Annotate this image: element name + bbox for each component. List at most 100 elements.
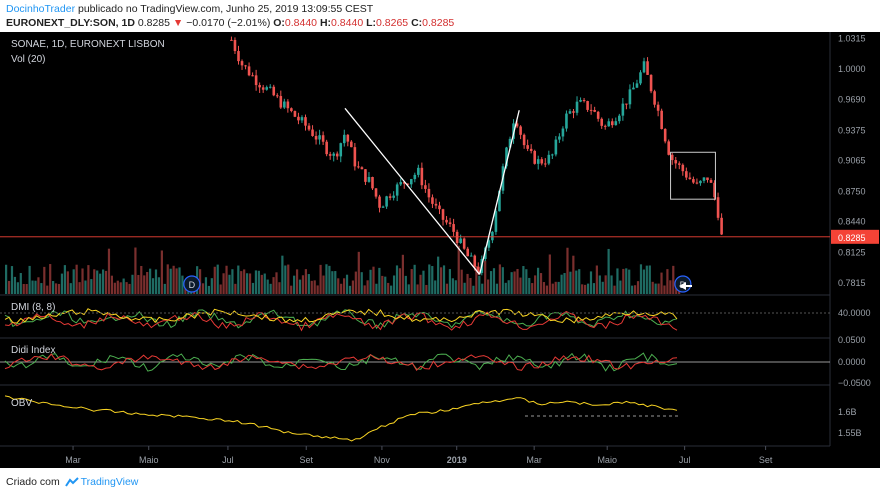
x-tick-label: Maio <box>139 455 159 465</box>
volume-bar <box>484 260 487 294</box>
candle-body <box>254 75 258 86</box>
candle-body <box>579 100 582 102</box>
candle-body <box>547 154 551 164</box>
volume-bar <box>43 266 46 294</box>
didi-tick-label: −0.0500 <box>838 378 871 388</box>
volume-bar <box>72 269 75 294</box>
volume-bar <box>501 267 504 294</box>
volume-bar <box>210 278 213 294</box>
volume-bar <box>137 274 140 294</box>
volume-bar <box>660 272 663 294</box>
candle-body <box>314 135 318 140</box>
volume-bar <box>390 285 393 294</box>
footer-brand-link[interactable]: TradingView <box>80 476 139 488</box>
header-bar: DocinhoTrader publicado no TradingView.c… <box>0 0 880 32</box>
volume-bar <box>254 270 258 294</box>
volume-bar <box>622 268 625 294</box>
volume-bar <box>460 269 463 294</box>
candle-body <box>568 111 572 114</box>
author-link[interactable]: DocinhoTrader <box>6 3 76 15</box>
volume-bar <box>69 283 72 294</box>
volume-bar <box>304 269 307 294</box>
candle-body <box>406 183 410 185</box>
volume-bar <box>534 275 537 294</box>
candle-body <box>515 123 519 127</box>
candle-body <box>649 74 653 92</box>
volume-bar <box>16 282 19 294</box>
candle-body <box>653 91 656 105</box>
volume-bar <box>442 265 446 294</box>
didi-slow-line <box>4 353 678 371</box>
volume-bar <box>410 269 413 294</box>
volume-bar <box>63 265 66 294</box>
volume-bar <box>84 280 87 294</box>
volume-bar <box>143 275 146 294</box>
candle-body <box>381 206 385 208</box>
volume-bar <box>157 277 161 294</box>
volume-bar <box>301 275 305 294</box>
candle-body <box>233 39 237 52</box>
volume-bar <box>313 280 316 294</box>
volume-bar <box>604 275 607 294</box>
volume-bar <box>228 274 231 294</box>
volume-bar <box>284 265 287 294</box>
candle-body <box>364 169 367 182</box>
volume-bar <box>325 264 328 294</box>
chart-canvas[interactable]: 0.8285DD 40.00000.05000.0000−0.05001.6B1… <box>0 32 880 468</box>
candle-body <box>487 240 491 248</box>
price-change: −0.0170 (−2.01%) <box>186 17 271 29</box>
volume-bar <box>172 265 175 294</box>
volume-bar <box>363 285 366 294</box>
candle-body <box>614 121 618 126</box>
volume-bar <box>307 274 310 294</box>
didi-tick-label: 0.0000 <box>838 357 866 367</box>
candle-body <box>297 116 300 121</box>
price-tick-label: 0.8440 <box>838 217 866 227</box>
high-label: H: <box>319 17 332 29</box>
volume-bar <box>78 282 81 294</box>
volume-bar <box>563 273 566 294</box>
candle-body <box>300 117 304 121</box>
obv-line <box>4 395 678 442</box>
candle-body <box>706 177 709 181</box>
volume-bar <box>554 281 557 294</box>
volume-bar <box>516 268 519 294</box>
volume-bar <box>75 264 78 294</box>
volume-bar <box>246 273 249 294</box>
volume-bar <box>81 268 84 294</box>
volume-bar <box>536 267 540 294</box>
volume-bar <box>101 269 105 294</box>
candle-body <box>656 104 660 111</box>
dividend-marker <box>183 275 201 293</box>
candle-body <box>526 145 529 149</box>
price-tick-label: 0.9065 <box>838 156 866 166</box>
volume-bar <box>263 273 266 294</box>
volume-bar <box>93 269 96 294</box>
volume-bar <box>149 268 152 294</box>
volume-bar <box>269 283 272 294</box>
volume-bar <box>60 273 64 294</box>
symbol-label: EURONEXT_DLY:SON, 1D <box>6 17 135 29</box>
candle-body <box>681 164 685 172</box>
volume-bar <box>519 277 522 294</box>
volume-bar <box>328 265 331 294</box>
didi-fast-line <box>4 352 678 372</box>
chart-area[interactable]: 0.8285DD 40.00000.05000.0000−0.05001.6B1… <box>0 32 880 468</box>
volume-bar <box>372 266 375 294</box>
volume-bar <box>395 265 399 294</box>
volume-bar <box>639 264 643 294</box>
volume-bar <box>616 268 619 294</box>
volume-bar <box>525 269 528 294</box>
volume-bar <box>539 273 543 294</box>
volume-bar <box>331 271 334 294</box>
candle-body <box>466 248 470 257</box>
pattern-trendline <box>344 107 481 275</box>
candle-body <box>413 174 417 180</box>
volume-bar <box>437 256 440 294</box>
volume-bar <box>216 264 219 294</box>
volume-bar <box>90 279 93 294</box>
volume-bar <box>348 285 352 294</box>
candle-body <box>642 61 646 73</box>
volume-bar <box>475 266 478 294</box>
volume-bar <box>87 265 90 294</box>
